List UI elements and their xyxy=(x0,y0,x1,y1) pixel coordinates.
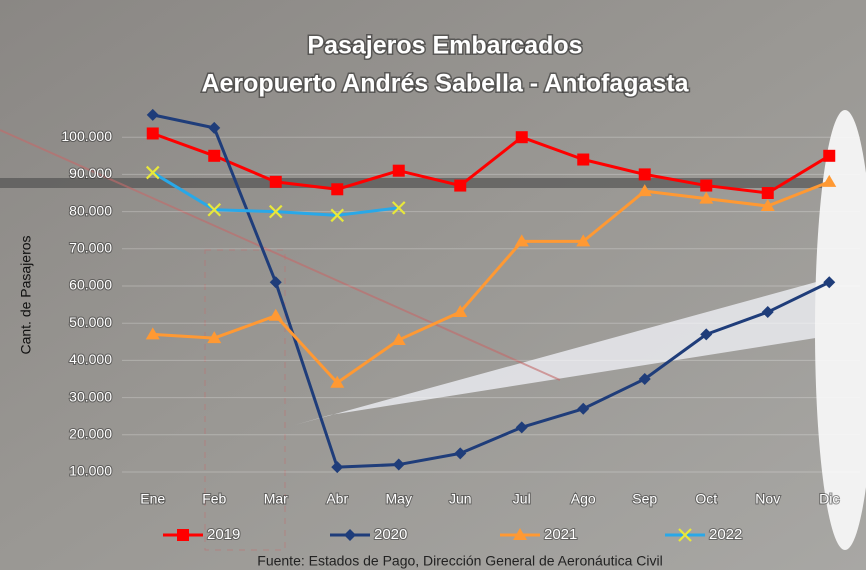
y-tick-label: 10.000 xyxy=(69,463,112,479)
chart: Pasajeros Embarcados Aeropuerto Andrés S… xyxy=(0,0,866,570)
marker xyxy=(331,183,343,195)
x-tick-label: Sep xyxy=(632,491,657,507)
marker xyxy=(762,187,774,199)
x-tick-label: Ago xyxy=(571,491,596,507)
legend-label: 2021 xyxy=(544,526,577,543)
marker xyxy=(639,168,651,180)
x-tick-label: May xyxy=(386,491,412,507)
x-tick-label: Nov xyxy=(755,491,780,507)
y-tick-label: 60.000 xyxy=(69,277,112,293)
y-tick-label: 20.000 xyxy=(69,426,112,442)
legend-marker xyxy=(177,529,189,541)
y-tick-label: 70.000 xyxy=(69,240,112,256)
y-tick-label: 100.000 xyxy=(61,128,112,144)
marker xyxy=(577,154,589,166)
x-tick-label: Feb xyxy=(202,491,226,507)
marker xyxy=(516,131,528,143)
legend-label: 2022 xyxy=(709,526,742,543)
marker xyxy=(823,150,835,162)
y-tick-label: 30.000 xyxy=(69,388,112,404)
source-note: Fuente: Estados de Pago, Dirección Gener… xyxy=(257,553,662,569)
legend-label: 2019 xyxy=(207,526,240,543)
marker xyxy=(270,176,282,188)
y-tick-label: 40.000 xyxy=(69,351,112,367)
x-tick-label: Abr xyxy=(326,491,348,507)
marker xyxy=(147,127,159,139)
x-tick-label: Oct xyxy=(695,491,717,507)
marker xyxy=(393,165,405,177)
marker xyxy=(454,180,466,192)
y-tick-label: 50.000 xyxy=(69,314,112,330)
y-axis-label: Cant. de Pasajeros xyxy=(18,235,34,354)
legend-label: 2020 xyxy=(374,526,407,543)
y-tick-label: 80.000 xyxy=(69,202,112,218)
chart-title: Pasajeros Embarcados xyxy=(307,32,582,60)
x-tick-label: Jul xyxy=(513,491,531,507)
x-tick-label: Dic xyxy=(819,491,839,507)
x-tick-label: Ene xyxy=(140,491,165,507)
marker xyxy=(208,150,220,162)
y-tick-label: 90.000 xyxy=(69,165,112,181)
chart-subtitle: Aeropuerto Andrés Sabella - Antofagasta xyxy=(201,70,689,98)
x-tick-label: Mar xyxy=(264,491,288,507)
x-tick-label: Jun xyxy=(449,491,472,507)
marker xyxy=(700,180,712,192)
